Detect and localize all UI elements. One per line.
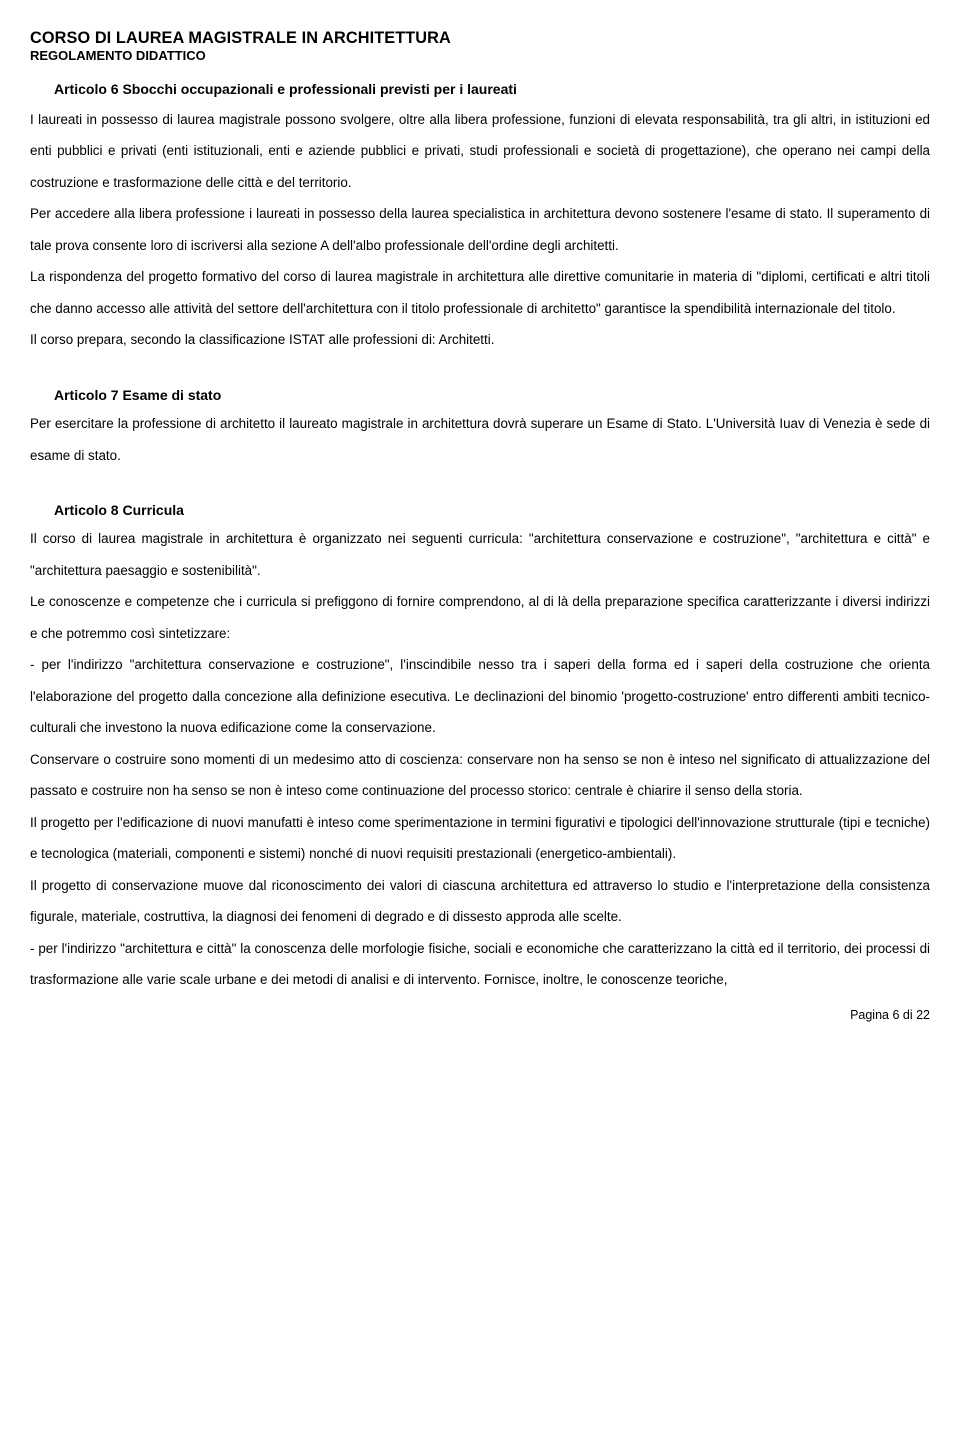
article-6-heading: Articolo 6 Sbocchi occupazionali e profe… [54,78,930,100]
article-8-paragraph-1: Il corso di laurea magistrale in archite… [30,523,930,586]
spacer [30,356,930,378]
article-8-paragraph-3: - per l'indirizzo "architettura conserva… [30,649,930,744]
article-8-paragraph-5: Il progetto per l'edificazione di nuovi … [30,807,930,870]
article-7-heading: Articolo 7 Esame di stato [54,384,930,406]
article-8-paragraph-2: Le conoscenze e competenze che i curricu… [30,586,930,649]
article-6-paragraph-2: Per accedere alla libera professione i l… [30,198,930,261]
page-header-title: CORSO DI LAUREA MAGISTRALE IN ARCHITETTU… [30,28,930,48]
page-footer: Pagina 6 di 22 [30,1008,930,1023]
article-6-paragraph-1: I laureati in possesso di laurea magistr… [30,104,930,199]
article-8-paragraph-6: Il progetto di conservazione muove dal r… [30,870,930,933]
article-6-paragraph-4: Il corso prepara, secondo la classificaz… [30,324,930,356]
spacer [30,471,930,493]
article-8-paragraph-4: Conservare o costruire sono momenti di u… [30,744,930,807]
article-8-heading: Articolo 8 Curricula [54,499,930,521]
article-6-paragraph-3: La rispondenza del progetto formativo de… [30,261,930,324]
article-7-paragraph-1: Per esercitare la professione di archite… [30,408,930,471]
article-8-paragraph-7: - per l'indirizzo "architettura e città"… [30,933,930,996]
page-header-subtitle: REGOLAMENTO DIDATTICO [30,48,930,65]
